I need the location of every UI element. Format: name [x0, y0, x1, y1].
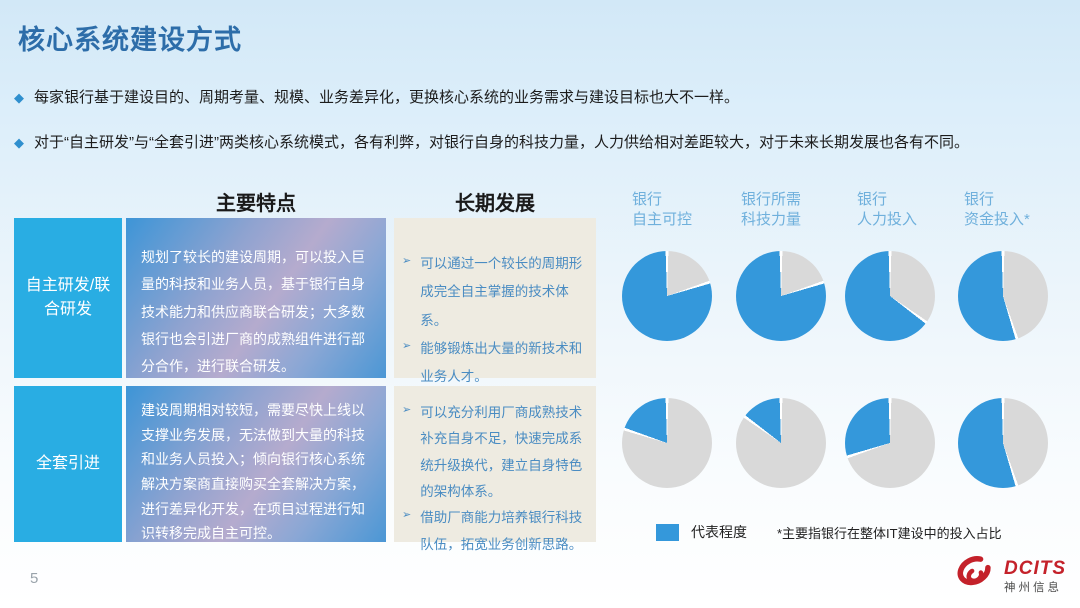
- row-label-full-package: 全套引进: [14, 386, 122, 542]
- intro-bullet-2: ◆ 对于“自主研发”与“全套引进”两类核心系统模式，各有利弊，对银行自身的科技力…: [14, 133, 1064, 153]
- row-label-self-rd: 自主研发/联合研发: [14, 218, 122, 378]
- logo-text-block: DCITS 神州信息: [1004, 557, 1066, 595]
- pie-column-header-manpower: 银行 人力投入: [857, 190, 917, 231]
- pie-header-line: 银行: [857, 191, 888, 208]
- list-item: ➢ 可以通过一个较长的周期形成完全自主掌握的技术体系。: [402, 250, 586, 335]
- pie-column-header-autonomy: 银行 自主可控: [632, 190, 692, 231]
- arrow-bullet-icon: ➢: [402, 255, 412, 267]
- swirl-logo-icon: [953, 553, 999, 600]
- intro-bullet-1-text: 每家银行基于建设目的、周期考量、规模、业务差异化，更换核心系统的业务需求与建设目…: [34, 89, 740, 106]
- pie-chart-full-package-tech-power: [736, 398, 826, 488]
- diamond-bullet-icon: ◆: [14, 90, 24, 105]
- pie-header-line: 银行: [632, 191, 663, 208]
- logo-subtext: 神州信息: [1004, 581, 1062, 594]
- longterm-item-text: 能够锻炼出大量的新技术和业务人才。: [420, 341, 583, 385]
- chart-footnote: *主要指银行在整体IT建设中的投入占比: [777, 525, 1002, 541]
- pie-chart-self-rd-autonomy: [622, 251, 712, 341]
- intro-bullet-1: ◆ 每家银行基于建设目的、周期考量、规模、业务差异化，更换核心系统的业务需求与建…: [14, 88, 1064, 108]
- features-cell-self-rd: 规划了较长的建设周期，可以投入巨量的科技和业务人员，基于银行自身技术能力和供应商…: [126, 218, 386, 378]
- longterm-cell-self-rd: ➢ 可以通过一个较长的周期形成完全自主掌握的技术体系。 ➢ 能够锻炼出大量的新技…: [394, 218, 596, 384]
- longterm-item-text: 可以充分利用厂商成熟技术补充自身不足，快速完成系统升级换代，建立自身特色的架构体…: [420, 405, 583, 499]
- longterm-item-text: 可以通过一个较长的周期形成完全自主掌握的技术体系。: [420, 256, 583, 328]
- page-number: 5: [30, 570, 39, 587]
- pie-chart-self-rd-capital: [958, 251, 1048, 341]
- intro-bullet-2-text: 对于“自主研发”与“全套引进”两类核心系统模式，各有利弊，对银行自身的科技力量，…: [34, 134, 969, 151]
- list-item: ➢ 能够锻炼出大量的新技术和业务人才。: [402, 335, 586, 392]
- pie-header-line: 科技力量: [741, 211, 802, 229]
- list-item: ➢ 可以充分利用厂商成熟技术补充自身不足，快速完成系统升级换代，建立自身特色的架…: [402, 400, 586, 505]
- pie-column-header-capital: 银行 资金投入*: [964, 190, 1030, 231]
- legend-label: 代表程度: [691, 524, 747, 540]
- pie-chart-full-package-capital: [958, 398, 1048, 488]
- arrow-bullet-icon: ➢: [402, 340, 412, 353]
- column-header-features: 主要特点: [216, 193, 296, 215]
- pie-header-line: 银行: [964, 191, 995, 208]
- pie-header-line: 人力投入: [857, 211, 918, 229]
- longterm-item-text: 借助厂商能力培养银行科技队伍，拓宽业务创新思路。: [420, 510, 583, 552]
- pie-header-line: 自主可控: [632, 211, 693, 229]
- diamond-bullet-icon: ◆: [14, 135, 24, 150]
- pie-chart-full-package-autonomy: [622, 398, 712, 488]
- legend-swatch: [656, 523, 679, 541]
- pie-header-line: 银行所需: [741, 191, 802, 208]
- page-title: 核心系统建设方式: [18, 25, 242, 55]
- arrow-bullet-icon: ➢: [402, 404, 412, 416]
- column-header-longterm: 长期发展: [455, 193, 535, 215]
- arrow-bullet-icon: ➢: [402, 509, 412, 522]
- logo-name: DCITS: [1004, 557, 1066, 579]
- pie-column-header-tech-power: 银行所需 科技力量: [741, 190, 801, 231]
- chart-legend: 代表程度 *主要指银行在整体IT建设中的投入占比: [656, 522, 1002, 542]
- list-item: ➢ 借助厂商能力培养银行科技队伍，拓宽业务创新思路。: [402, 505, 586, 558]
- longterm-cell-full-package: ➢ 可以充分利用厂商成熟技术补充自身不足，快速完成系统升级换代，建立自身特色的架…: [394, 386, 596, 552]
- pie-chart-full-package-manpower: [845, 398, 935, 488]
- company-logo: DCITS 神州信息: [953, 553, 1066, 600]
- pie-chart-self-rd-manpower: [845, 251, 935, 341]
- features-cell-full-package: 建设周期相对较短，需要尽快上线以支撑业务发展，无法做到大量的科技和业务人员投入；…: [126, 386, 386, 542]
- pie-chart-self-rd-tech-power: [736, 251, 826, 341]
- pie-header-line: 资金投入*: [964, 211, 1030, 229]
